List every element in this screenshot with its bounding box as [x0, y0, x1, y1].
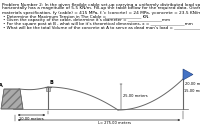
- Polygon shape: [46, 87, 50, 91]
- Text: Problem Number 2: In the given flexible cable set-up carrying a uniformly distri: Problem Number 2: In the given flexible …: [2, 3, 200, 7]
- Text: • For the square post at B , what will be it’s theoretical dimensions, x = _____: • For the square post at B , what will b…: [3, 23, 193, 27]
- Text: • What will be the total Volume of the concrete at A to serve as dead man’s load: • What will be the total Volume of the c…: [3, 27, 200, 31]
- Text: A: A: [0, 83, 3, 88]
- Text: B: B: [49, 80, 53, 85]
- Text: L= 275.00 meters: L= 275.00 meters: [98, 121, 130, 126]
- Text: 20.00 meter: 20.00 meter: [185, 82, 200, 86]
- Text: 25.00 meters: 25.00 meters: [123, 94, 148, 98]
- Polygon shape: [1, 89, 23, 109]
- Text: • Determine the Maximum Tension in The Cable = ________________ KN.: • Determine the Maximum Tension in The C…: [3, 14, 150, 18]
- Text: materials specification, fy (cable) = 415 MPa, f.’c (concrte) = 24 MPa, γconcret: materials specification, fy (cable) = 41…: [2, 10, 200, 15]
- Polygon shape: [183, 69, 193, 80]
- Text: horizontally has a magnitude of 5.5 KN/m. Fill-up the table below for the requir: horizontally has a magnitude of 5.5 KN/m…: [2, 7, 200, 11]
- Text: 10.00 meters: 10.00 meters: [19, 116, 44, 121]
- Text: 15.00 meters: 15.00 meters: [184, 89, 200, 93]
- Text: • Given the capacity of the cable, determine it’s diameter = ________________mm: • Given the capacity of the cable, deter…: [3, 18, 170, 23]
